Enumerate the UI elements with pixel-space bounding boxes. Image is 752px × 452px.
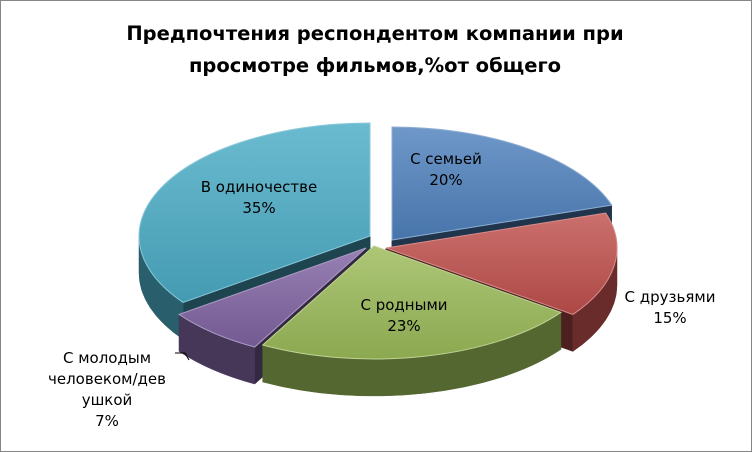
data-label-line: 7% xyxy=(95,412,119,430)
data-label-0: С семьей 20% xyxy=(410,150,482,189)
pie-slice-2 xyxy=(261,245,562,360)
data-label-1: С друзьями 15% xyxy=(625,288,716,327)
data-label-line: С друзьями xyxy=(625,288,716,306)
data-label-line: 23% xyxy=(387,317,420,335)
pie-slice-1 xyxy=(385,212,618,315)
data-label-line: С молодым xyxy=(63,349,151,367)
data-label-line: 20% xyxy=(429,171,462,189)
data-labels: С семьей 20% С друзьями 15% С родными 23% С мо… xyxy=(48,150,715,430)
data-label-line: ушкой xyxy=(82,391,133,409)
chart-title-line-1: Предпочтения респондентом компании при xyxy=(126,22,624,45)
data-label-line: С семьей xyxy=(410,150,482,168)
data-label-line: человеком/дев xyxy=(48,370,166,388)
data-label-4: В одиночестве 35% xyxy=(201,178,317,217)
data-label-line: 15% xyxy=(653,309,686,327)
data-label-line: 35% xyxy=(242,199,275,217)
chart-title-line-2: просмотре фильмов,%от общего xyxy=(188,54,562,77)
data-label-3: С молодым человеком/дев ушкой 7% xyxy=(48,349,166,430)
leader-line xyxy=(175,352,190,361)
pie-slice-tops xyxy=(138,122,618,360)
data-label-2: С родными 23% xyxy=(360,296,447,335)
pie-slice-4 xyxy=(138,122,371,303)
chart-title: Предпочтения респондентом компании при п… xyxy=(60,18,690,82)
pie-slice-0 xyxy=(391,126,613,241)
pie-slice-3 xyxy=(178,247,367,348)
data-label-line: С родными xyxy=(360,296,447,314)
data-label-line: В одиночестве xyxy=(201,178,317,196)
